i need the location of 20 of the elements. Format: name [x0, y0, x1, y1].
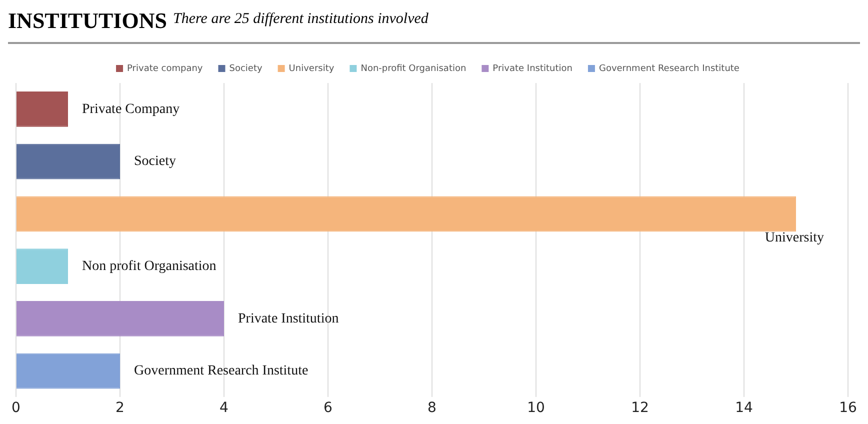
y-tick-label: Non profit Organisation	[82, 258, 216, 274]
legend-label: University	[288, 64, 335, 74]
x-tick-label: 14	[735, 400, 753, 416]
x-tick-label: 2	[116, 400, 124, 416]
legend-label: Non-profit Organisation	[360, 64, 466, 74]
legend-label: Society	[229, 64, 263, 74]
chart-title: INSTITUTIONS	[8, 8, 167, 34]
y-tick-label: Society	[134, 154, 176, 170]
x-tick-label: 8	[428, 400, 436, 416]
x-tick-label: 6	[324, 400, 333, 416]
x-tick-label: 0	[12, 400, 20, 416]
x-tick-label: 16	[839, 400, 857, 416]
legend-label: Private company	[127, 64, 204, 74]
legend-label: Private Institution	[492, 64, 572, 74]
legend-label: Government Research Institute	[598, 64, 740, 74]
x-tick-label: 4	[220, 400, 229, 416]
y-tick-label: Private Company	[82, 102, 180, 117]
x-tick-label: 12	[631, 400, 649, 416]
x-tick-label: 10	[527, 400, 545, 416]
chart-subtitle: There are 25 different institutions involved	[173, 11, 428, 28]
